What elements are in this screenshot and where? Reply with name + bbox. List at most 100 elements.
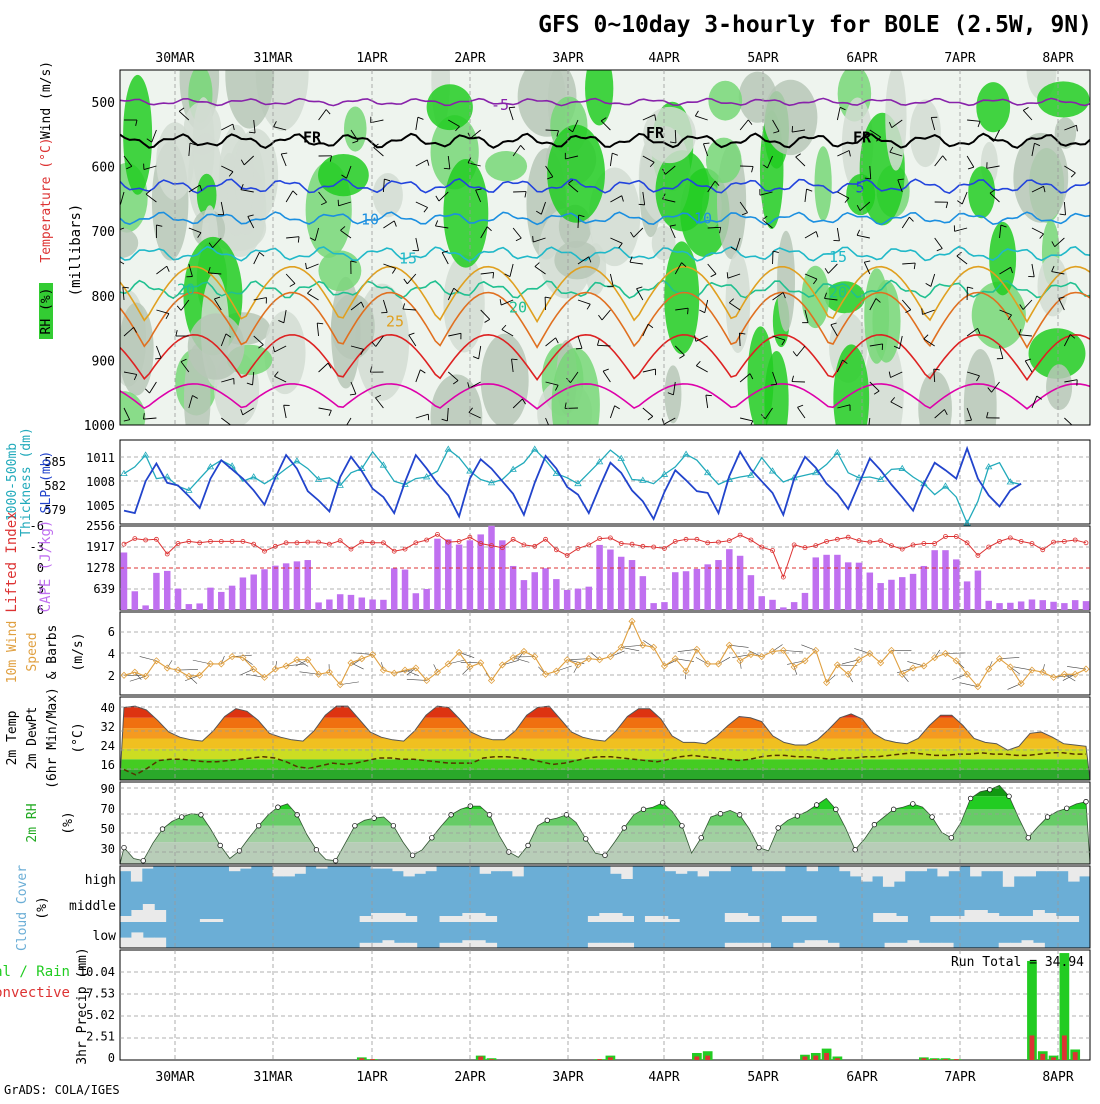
- cape-bar: [294, 561, 300, 610]
- cape-bar: [175, 589, 181, 610]
- wind-barb-flag: [338, 449, 339, 455]
- temp-band: [120, 759, 1090, 769]
- precip-convective-bar: [943, 1059, 948, 1060]
- wind-barb-flag: [512, 359, 518, 360]
- precip-tick-label: 0: [108, 1051, 115, 1065]
- cloud-gap: [937, 866, 948, 876]
- rh-shading: [976, 82, 1010, 132]
- temp-tick-label: 16: [101, 758, 115, 772]
- wind-barb: [760, 444, 773, 445]
- cape-bar: [207, 588, 213, 610]
- wind-axis-label: 10m Wind: [5, 621, 20, 684]
- rh-marker: [583, 837, 588, 842]
- wind-barb-flag: [545, 430, 551, 431]
- cloud-gap: [294, 866, 305, 874]
- cape-bar: [985, 601, 991, 610]
- convective-label: Convective: [0, 985, 70, 1001]
- slp-tick-label: 1011: [86, 451, 115, 465]
- wind-barb: [478, 441, 481, 454]
- cloud-gap: [1036, 866, 1047, 871]
- rh-marker: [949, 835, 954, 840]
- top-date-label: 4APR: [648, 51, 679, 66]
- cape-bar: [348, 595, 354, 610]
- cape-bar: [467, 540, 473, 610]
- cape-bar: [694, 569, 700, 610]
- cloud-gap: [588, 916, 600, 922]
- cloud-gap: [211, 919, 223, 922]
- cloud-gap: [485, 916, 497, 922]
- rh-marker: [333, 858, 338, 863]
- cloud-gap: [621, 866, 632, 879]
- rh-marker: [256, 823, 261, 828]
- cloud-gap: [403, 866, 414, 876]
- wind-barb-flag: [639, 204, 645, 205]
- cloud-gap: [143, 904, 155, 922]
- rh-band: [120, 782, 1090, 796]
- cape-bar: [996, 603, 1002, 610]
- rh-marker: [410, 853, 415, 858]
- cape-bar: [153, 573, 159, 610]
- page-title: GFS 0~10day 3-hourly for BOLE (2.5W, 9N): [538, 12, 1092, 38]
- cape-bar: [964, 581, 970, 610]
- cape-bar: [315, 602, 321, 610]
- cloud-gap: [491, 866, 502, 871]
- cape-bar: [931, 550, 937, 610]
- rh-shading: [885, 65, 906, 171]
- precip-convective-bar: [359, 1058, 364, 1060]
- wind-barb-flag: [387, 431, 392, 434]
- cloud-gap: [405, 943, 417, 948]
- cape-bar: [553, 579, 559, 610]
- wind-barb-flag: [533, 236, 534, 242]
- temp-axis-label: (6hr Min/Max): [45, 687, 60, 789]
- rh-shading: [764, 80, 818, 155]
- bottom-date-label: 7APR: [944, 1070, 975, 1085]
- top-date-label: 5APR: [747, 51, 778, 66]
- cape-bar: [402, 570, 408, 610]
- temp-band: [120, 728, 1090, 738]
- wind-speed-line: [124, 621, 1086, 686]
- cloud-gap: [414, 866, 425, 874]
- wind-barb: [437, 444, 448, 451]
- wind-barb-flag: [435, 445, 437, 451]
- cloud-gap: [828, 943, 840, 948]
- precipitation-panel: Run Total = 34.9410.047.535.022.510Total…: [0, 947, 1090, 1065]
- cape-bar: [229, 586, 235, 610]
- cloud-gap: [622, 943, 634, 948]
- rh-shading: [443, 159, 488, 268]
- wind-barb-flag: [148, 441, 153, 444]
- upper-plot-area: [102, 11, 1090, 467]
- rh-marker: [834, 807, 839, 812]
- cloud-gap: [1079, 866, 1090, 876]
- precip-tick-label: 2.51: [86, 1030, 115, 1044]
- slp-axis-label: SLP (mb): [39, 451, 54, 514]
- cape-bar: [531, 572, 537, 610]
- wind-barb-flag: [717, 435, 720, 440]
- rh-shading: [485, 151, 527, 181]
- temp-band: [120, 739, 1090, 749]
- cape-bar: [888, 580, 894, 610]
- rh-shading: [552, 348, 600, 462]
- rh-marker: [526, 843, 531, 848]
- cape-bar: [726, 549, 732, 610]
- rh-marker: [141, 858, 146, 863]
- cape-bar: [834, 555, 840, 610]
- panel-frame: [120, 440, 1090, 524]
- precip-convective-bar: [705, 1056, 710, 1060]
- cloud-gap: [759, 943, 771, 948]
- wind-barb: [642, 444, 643, 457]
- precip-convective-bar: [932, 1059, 937, 1060]
- cloud-gap: [709, 866, 720, 871]
- precip-tick-label: 7.53: [86, 987, 115, 1001]
- rh-marker: [911, 802, 916, 807]
- rh-shading: [481, 334, 529, 428]
- rh-tick-label: 70: [101, 802, 115, 816]
- cloud-gap: [611, 943, 623, 948]
- wind-barb: [118, 444, 124, 456]
- cloud-gap: [1068, 866, 1079, 882]
- bottom-date-label: 31MAR: [253, 1070, 292, 1085]
- cloud-gap: [736, 913, 748, 922]
- cloud-gap: [774, 866, 785, 871]
